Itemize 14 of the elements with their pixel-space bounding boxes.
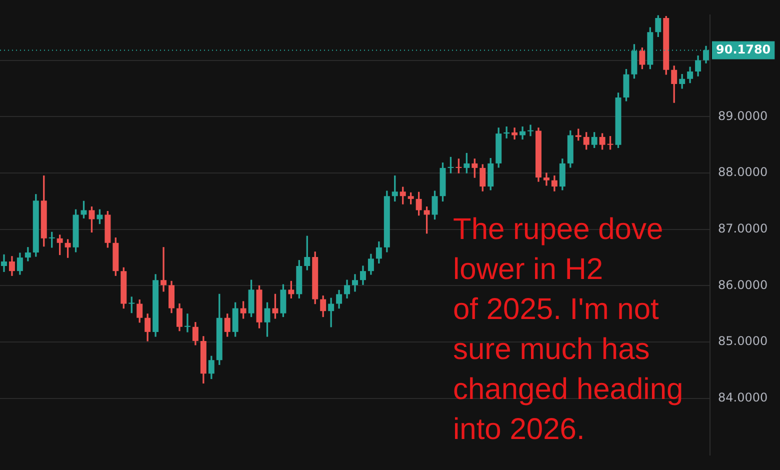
y-tick-label: 84.0000 bbox=[718, 390, 768, 405]
candlestick bbox=[184, 314, 190, 332]
y-tick-label: 89.0000 bbox=[718, 108, 768, 123]
y-tick-label: 85.0000 bbox=[718, 334, 768, 348]
y-tick-label: 88.0000 bbox=[718, 165, 768, 180]
candlestick bbox=[160, 247, 167, 292]
y-tick-label: 86.0000 bbox=[718, 278, 768, 292]
y-tick-label: 87.0000 bbox=[718, 221, 768, 236]
candlestick bbox=[328, 298, 334, 328]
annotation: The rupee dove lower in H2 of 2025. I'm not sure much has changed heading into 2026. bbox=[453, 212, 684, 448]
ref-line-label: 90.1780 bbox=[716, 42, 771, 56]
candlestick bbox=[543, 172, 550, 186]
candlestick bbox=[528, 124, 534, 136]
candlestick bbox=[512, 128, 518, 140]
